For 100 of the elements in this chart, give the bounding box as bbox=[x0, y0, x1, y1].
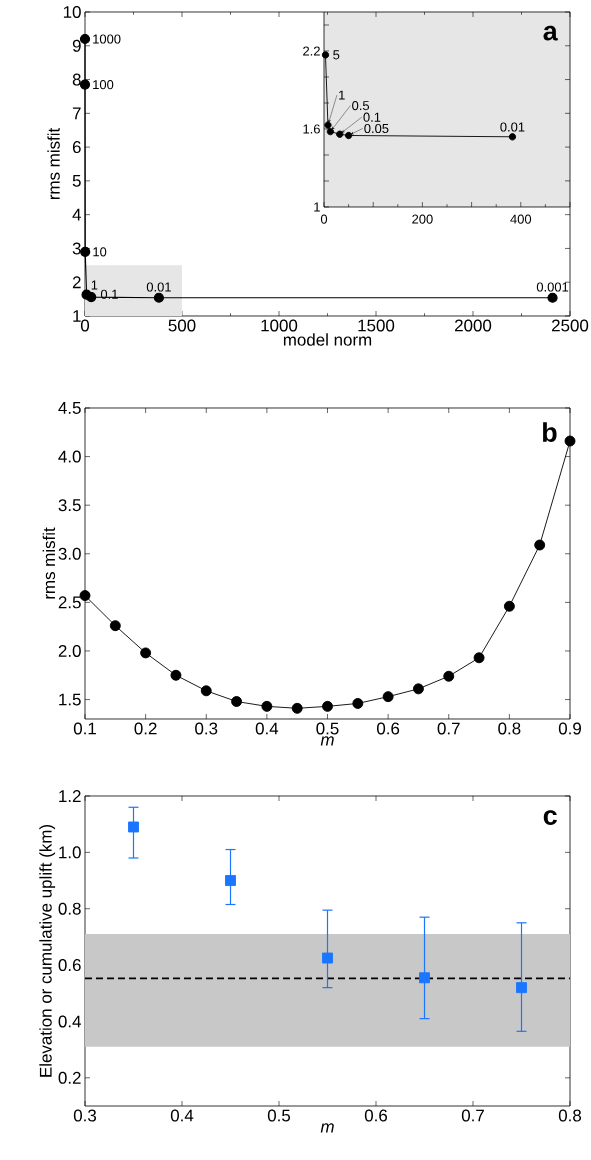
annotation: 100 bbox=[93, 80, 114, 90]
chart-title: a bbox=[543, 25, 558, 41]
x-axis-title: m bbox=[320, 736, 334, 746]
point bbox=[79, 33, 91, 45]
point bbox=[508, 133, 517, 141]
x-tick-label: 0.7 bbox=[437, 722, 460, 735]
y-tick-label: 1.0 bbox=[59, 846, 81, 859]
annotation: 0.001 bbox=[536, 282, 569, 292]
y-tick-label: 4.5 bbox=[58, 402, 81, 414]
point bbox=[473, 652, 485, 664]
annotation: 0.01 bbox=[500, 122, 525, 132]
point bbox=[382, 691, 394, 703]
annotation: 0.1 bbox=[363, 112, 381, 122]
y-tick-label: 5 bbox=[72, 174, 81, 187]
x-tick-label: 400 bbox=[510, 214, 532, 224]
x-tick-label: 0.8 bbox=[498, 722, 521, 735]
y-axis-title: rms misfit bbox=[42, 527, 56, 599]
y-tick-label: 1.5 bbox=[59, 693, 81, 706]
point bbox=[170, 669, 182, 681]
y-tick-label: 1 bbox=[73, 310, 81, 322]
annotation: 1 bbox=[339, 90, 345, 100]
point bbox=[128, 821, 139, 833]
x-tick-label: 0.7 bbox=[461, 1109, 484, 1122]
point bbox=[564, 435, 576, 447]
x-tick-label: 0.5 bbox=[267, 1109, 291, 1122]
point bbox=[322, 952, 333, 964]
chart-title: b bbox=[543, 422, 557, 442]
x-tick-label: 2000 bbox=[455, 319, 492, 332]
y-tick-label: 0.2 bbox=[58, 1071, 81, 1084]
x-tick-label: 0.6 bbox=[364, 1109, 388, 1122]
point bbox=[79, 590, 91, 602]
point bbox=[547, 292, 558, 303]
point bbox=[534, 539, 546, 551]
y-tick-label: 1.2 bbox=[59, 790, 81, 802]
y-tick-label: 2 bbox=[72, 276, 81, 289]
x-tick-label: 0.5 bbox=[316, 722, 339, 735]
annotation: 0.01 bbox=[146, 282, 171, 292]
chart-title: c bbox=[543, 810, 557, 825]
point bbox=[321, 51, 330, 59]
y-tick-label: 0.8 bbox=[58, 902, 81, 915]
y-tick-label: 3 bbox=[72, 242, 81, 255]
y-tick-label: 4 bbox=[72, 208, 81, 221]
point bbox=[225, 875, 236, 886]
y-tick-label: 3.5 bbox=[58, 499, 81, 512]
x-tick-label: 0.8 bbox=[558, 1109, 582, 1122]
point bbox=[419, 972, 430, 984]
point bbox=[322, 700, 333, 712]
y-tick-label: 1 bbox=[314, 202, 320, 212]
x-tick-label: 0.3 bbox=[195, 722, 218, 735]
y-tick-label: 9 bbox=[72, 39, 81, 52]
point bbox=[200, 685, 212, 697]
x-tick-label: 0.2 bbox=[134, 722, 157, 735]
point bbox=[412, 683, 424, 695]
x-tick-label: 0.9 bbox=[558, 722, 581, 735]
x-tick-label: 0.4 bbox=[170, 1109, 194, 1122]
y-tick-label: 7 bbox=[72, 107, 81, 120]
y-axis-title: rms misfit bbox=[47, 127, 60, 200]
x-tick-label: 0.6 bbox=[377, 722, 400, 735]
y-tick-label: 8 bbox=[72, 73, 81, 86]
annotation: 10 bbox=[93, 247, 107, 257]
x-tick-label: 500 bbox=[168, 319, 196, 332]
y-tick-label: 6 bbox=[72, 141, 81, 154]
x-tick-label: 2500 bbox=[552, 319, 589, 332]
y-tick-label: 2.0 bbox=[58, 644, 81, 657]
point bbox=[231, 696, 243, 707]
point bbox=[261, 700, 273, 712]
x-tick-label: 1000 bbox=[261, 319, 298, 332]
x-axis-title: model norm bbox=[283, 333, 372, 346]
point bbox=[86, 291, 97, 303]
y-tick-label: 1.6 bbox=[303, 124, 320, 134]
point bbox=[140, 647, 152, 659]
annotation: 0.5 bbox=[352, 101, 370, 111]
x-tick-label: 0.4 bbox=[255, 722, 279, 735]
annotation: 5 bbox=[333, 50, 340, 60]
point bbox=[153, 292, 165, 303]
y-tick-label: 2.5 bbox=[58, 596, 81, 609]
y-tick-label: 2.2 bbox=[303, 46, 320, 56]
x-tick-label: 0.3 bbox=[73, 1109, 97, 1122]
point bbox=[344, 131, 353, 140]
x-tick-label: 1500 bbox=[358, 319, 395, 332]
y-tick-label: 3.0 bbox=[58, 547, 81, 560]
point bbox=[443, 670, 455, 682]
point bbox=[324, 121, 332, 129]
point bbox=[291, 702, 303, 714]
x-tick-label: 0 bbox=[320, 214, 328, 224]
annotation: 0.05 bbox=[364, 123, 389, 134]
annotation: 1 bbox=[91, 280, 98, 290]
point bbox=[352, 698, 364, 709]
y-tick-label: 4.0 bbox=[58, 450, 81, 463]
x-tick-label: 0 bbox=[80, 319, 90, 332]
point bbox=[109, 620, 121, 632]
point bbox=[516, 982, 527, 994]
y-axis-title: Elevation or cumulative uplift (km) bbox=[39, 825, 56, 1077]
point bbox=[503, 600, 515, 612]
point bbox=[336, 130, 344, 138]
x-tick-label: 200 bbox=[412, 214, 433, 224]
x-axis-title: m bbox=[320, 1123, 334, 1133]
point bbox=[80, 246, 91, 257]
y-tick-label: 0.4 bbox=[58, 1015, 81, 1028]
annotation: 0.1 bbox=[100, 289, 118, 299]
